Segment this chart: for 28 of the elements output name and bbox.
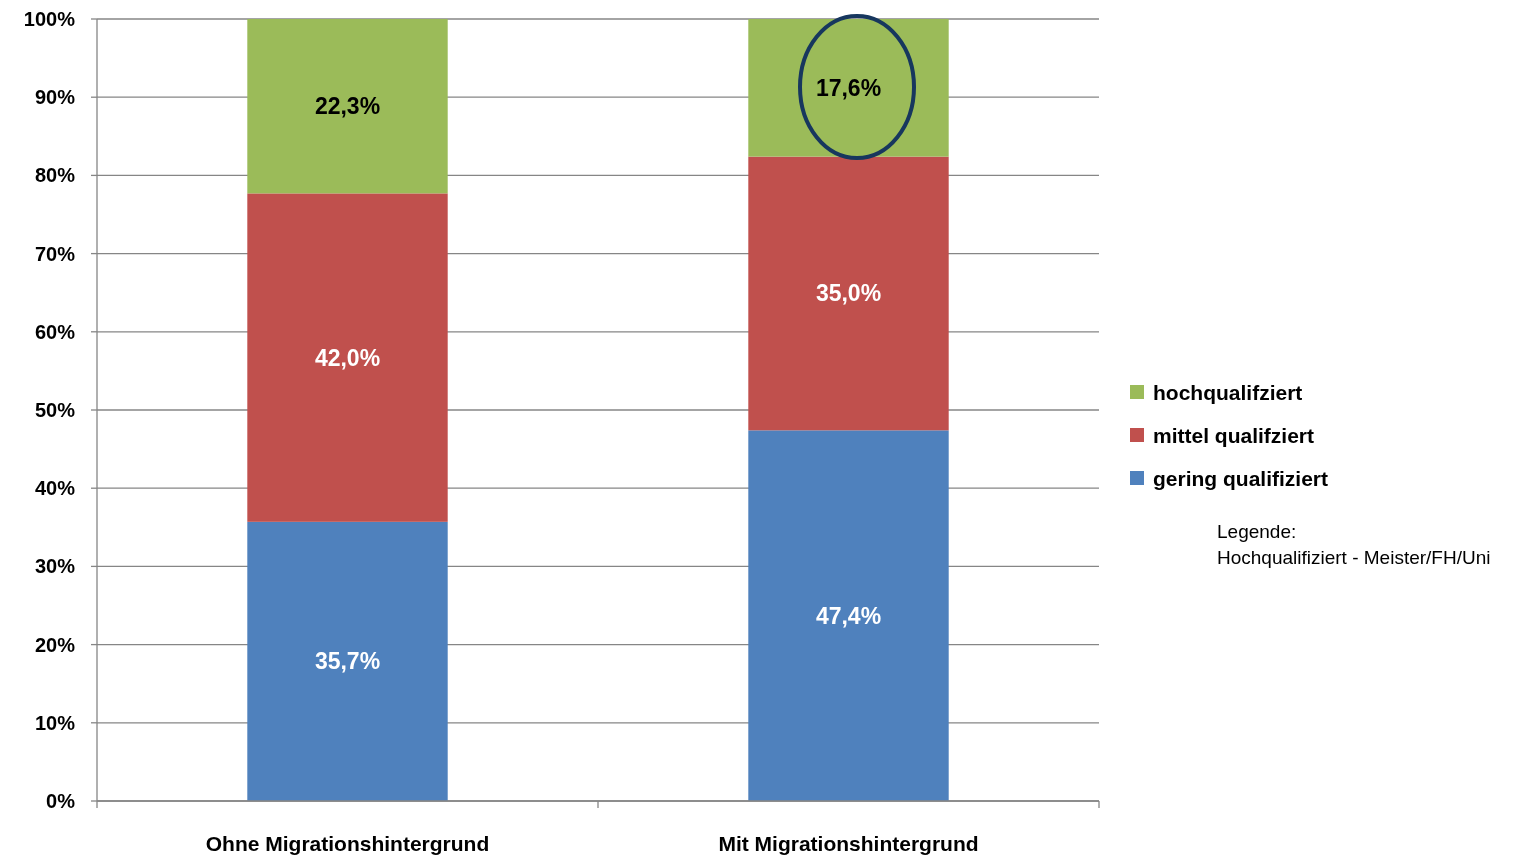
y-tick-label: 10% xyxy=(34,711,76,734)
y-tick-label: 60% xyxy=(34,320,76,343)
y-tick-label: 70% xyxy=(34,242,76,265)
y-tick-label: 100% xyxy=(23,8,76,30)
y-tick-label: 20% xyxy=(34,633,76,656)
y-tick-label: 0% xyxy=(46,790,76,812)
y-tick-label: 30% xyxy=(34,555,76,578)
bar xyxy=(748,430,949,801)
y-tick-label: 90% xyxy=(34,86,76,109)
data-label: 42,0% xyxy=(314,344,381,371)
x-tick-label: Ohne Migrationshintergrund xyxy=(205,832,490,855)
data-label: 35,0% xyxy=(815,280,882,307)
legend-label: mittel qualifziert xyxy=(1153,424,1315,447)
text: Legende: xyxy=(1217,521,1297,542)
bar xyxy=(247,521,448,801)
bar xyxy=(247,19,448,194)
data-label: 22,3% xyxy=(314,93,381,120)
text: Hochqualifiziert - Meister/FH/Uni xyxy=(1217,547,1491,568)
data-label: 35,7% xyxy=(314,648,381,675)
data-label: 47,4% xyxy=(815,602,882,629)
bar xyxy=(247,193,448,522)
data-label: 17,6% xyxy=(815,74,882,101)
legend-label: gering qualifiziert xyxy=(1153,467,1329,490)
y-tick-label: 40% xyxy=(34,477,76,500)
y-tick-label: 50% xyxy=(34,399,76,421)
x-tick-label: Mit Migrationshintergrund xyxy=(718,832,979,855)
legend-label: hochqualifziert xyxy=(1153,381,1303,404)
y-tick-label: 80% xyxy=(34,164,76,187)
